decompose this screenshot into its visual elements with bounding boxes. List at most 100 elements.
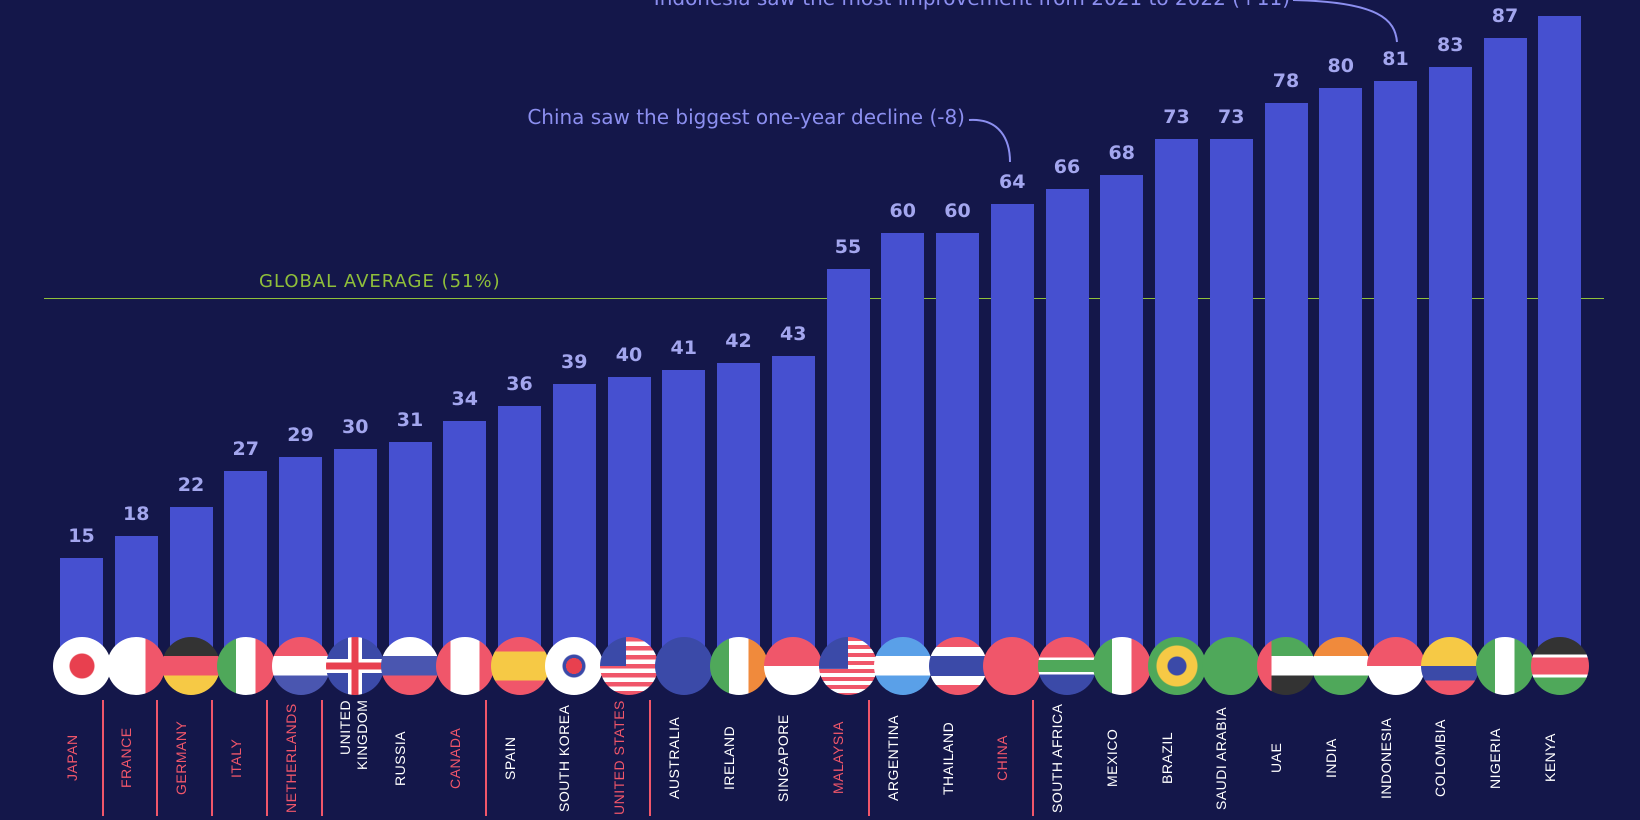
annotation-china: China saw the biggest one-year decline (… — [527, 105, 965, 129]
flag-icon-south-africa — [1038, 637, 1096, 695]
bar-italy — [224, 471, 268, 666]
category-label-spain: SPAIN — [502, 700, 538, 816]
bar-brazil — [1155, 138, 1198, 666]
flag-icon-uae — [1257, 637, 1315, 695]
value-label-netherlands: 29 — [287, 423, 314, 446]
highlight-divider — [211, 700, 213, 816]
category-label-united-states: UNITED STATES — [611, 700, 647, 816]
bar-australia — [662, 369, 706, 666]
connector-indonesia — [1292, 0, 1398, 43]
bar-south-korea — [552, 384, 596, 666]
flag-icon-mexico — [1092, 637, 1151, 695]
category-label-south-korea: SOUTH KOREA — [556, 700, 592, 816]
flag-icon-netherlands — [271, 637, 330, 695]
category-label-text: NETHERLANDS — [282, 703, 299, 813]
bar-colombia — [1428, 66, 1472, 666]
flag-icon-spain — [490, 637, 549, 695]
value-label-russia: 31 — [396, 409, 424, 432]
value-label-mexico: 68 — [1108, 142, 1135, 165]
category-label-text: ITALY — [227, 738, 244, 778]
flag-icon-indonesia — [1366, 637, 1425, 695]
flag-icon-thailand — [928, 637, 987, 695]
highlight-divider — [320, 700, 323, 816]
category-label-text: UAE — [1268, 742, 1284, 774]
category-label-france: FRANCE — [118, 700, 154, 816]
value-label-ireland: 42 — [725, 329, 752, 352]
category-label-text: RUSSIA — [392, 730, 408, 786]
value-label-spain: 36 — [506, 373, 533, 396]
category-label-text: NIGERIA — [1487, 727, 1503, 789]
category-label-indonesia: INDONESIA — [1378, 700, 1414, 816]
highlight-divider — [484, 700, 487, 816]
flag-icon-united-kingdom — [326, 637, 385, 695]
global-average-label: GLOBAL AVERAGE (51%) — [259, 271, 501, 292]
category-label-japan: JAPAN — [64, 700, 100, 816]
category-label-south-africa: SOUTH AFRICA — [1049, 700, 1085, 816]
value-label-brazil: 73 — [1163, 105, 1190, 128]
value-label-uae: 78 — [1272, 69, 1300, 92]
flag-icon-japan — [52, 637, 111, 695]
highlight-divider — [265, 700, 268, 816]
bar-united-states — [607, 377, 651, 666]
bar-united-kingdom — [333, 449, 377, 666]
value-label-nigeria: 87 — [1491, 4, 1519, 27]
category-label-china: CHINA — [994, 700, 1030, 816]
global-average-line — [44, 297, 1604, 299]
category-label-text: MEXICO — [1103, 728, 1120, 788]
category-label-colombia: COLOMBIA — [1432, 700, 1468, 816]
value-label-japan: 15 — [68, 524, 95, 547]
category-label-text: FRANCE — [118, 727, 135, 789]
category-label-united-kingdom: UNITED KINGDOM — [337, 700, 373, 816]
category-label-saudi-arabia: SAUDI ARABIA — [1213, 700, 1249, 816]
category-label-kenya: KENYA — [1542, 700, 1578, 816]
category-label-brazil: BRAZIL — [1159, 700, 1195, 816]
value-label-india: 80 — [1327, 55, 1354, 78]
value-label-italy: 27 — [232, 438, 259, 461]
category-label-text: SPAIN — [501, 736, 518, 780]
flag-icon-nigeria — [1476, 637, 1534, 695]
category-label-text: UNITED STATES — [611, 700, 627, 816]
flag-icon-singapore — [764, 637, 823, 695]
highlight-divider — [156, 700, 159, 816]
category-label-text: SINGAPORE — [775, 714, 792, 802]
category-label-text: SOUTH AFRICA — [1049, 703, 1065, 813]
category-label-text: COLOMBIA — [1432, 719, 1449, 797]
value-label-colombia: 83 — [1437, 33, 1464, 56]
flag-icon-australia — [654, 637, 713, 695]
flag-icon-china — [983, 637, 1042, 695]
highlight-divider — [868, 700, 870, 816]
bar-saudi-arabia — [1209, 138, 1253, 666]
category-label-canada: CANADA — [447, 700, 483, 816]
category-label-text: ARGENTINA — [884, 714, 901, 802]
flag-icon-germany — [162, 637, 220, 695]
category-label-text: BRAZIL — [1158, 732, 1175, 785]
category-label-australia: AUSTRALIA — [666, 700, 702, 816]
category-label-text: JAPAN — [63, 734, 80, 782]
annotation-indonesia: Indonesia saw the most improvement from … — [654, 0, 1290, 10]
bar-south-africa — [1045, 189, 1089, 666]
bar-spain — [498, 406, 541, 666]
value-label-indonesia: 81 — [1382, 48, 1409, 71]
bar-malaysia — [826, 268, 870, 666]
value-label-saudi-arabia: 73 — [1218, 105, 1245, 128]
category-label-text: KENYA — [1541, 733, 1558, 783]
category-label-malaysia: MALAYSIA — [830, 700, 866, 816]
bar-argentina — [881, 232, 925, 666]
bar-kenya — [1538, 16, 1582, 666]
flag-icon-malaysia — [819, 637, 877, 695]
category-label-singapore: SINGAPORE — [775, 700, 811, 816]
category-label-russia: RUSSIA — [392, 700, 428, 816]
value-label-malaysia: 55 — [834, 235, 862, 258]
bar-india — [1319, 88, 1363, 666]
flag-icon-canada — [435, 637, 494, 695]
value-label-united-states: 40 — [615, 344, 643, 367]
category-label-mexico: MEXICO — [1104, 700, 1140, 816]
category-label-netherlands: NETHERLANDS — [283, 700, 319, 816]
value-label-france: 18 — [123, 503, 150, 526]
bar-nigeria — [1483, 37, 1527, 666]
value-label-canada: 34 — [451, 387, 478, 410]
flag-icon-france — [107, 637, 166, 695]
flag-icon-brazil — [1147, 637, 1206, 695]
bar-uae — [1264, 102, 1308, 666]
